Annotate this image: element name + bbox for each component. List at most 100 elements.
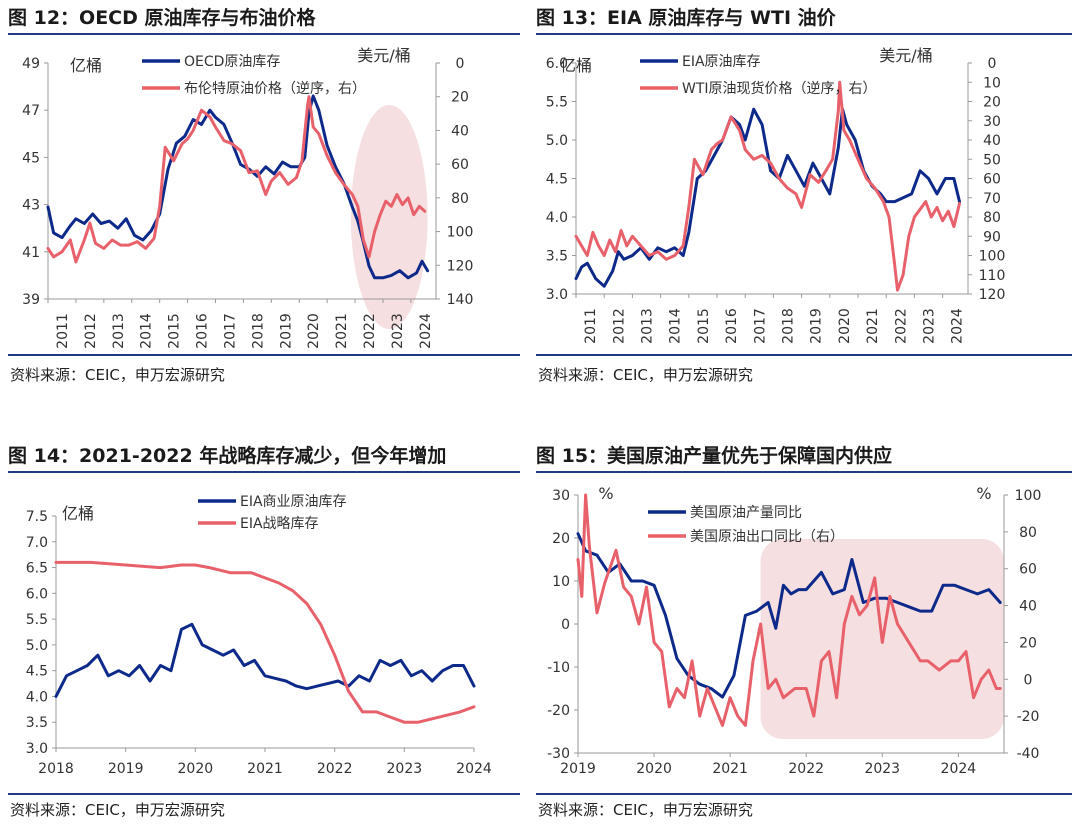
left-tick-label: 41: [22, 245, 40, 261]
legend-label: 美国原油产量同比: [690, 505, 802, 521]
right-tick-label: 10: [983, 75, 1001, 91]
right-tick-label: 40: [983, 133, 1001, 149]
figure-title: 图 12：OECD 原油库存与布油价格: [8, 7, 316, 29]
left-tick-label: 47: [22, 103, 40, 119]
title-rule: [8, 33, 520, 35]
right-unit-label: %: [976, 484, 991, 503]
right-tick-label: 120: [447, 258, 474, 274]
left-tick-label: 5.0: [26, 638, 48, 654]
legend-label: EIA战略库存: [240, 516, 319, 532]
x-tick-label: 2024: [418, 313, 434, 349]
left-tick-label: 30: [552, 488, 570, 504]
left-tick-label: 4.5: [546, 172, 568, 188]
x-tick-label: 2018: [250, 313, 266, 349]
right-tick-label: 40: [1019, 599, 1037, 615]
right-tick-label: 40: [451, 123, 469, 139]
series-line-2: [574, 80, 961, 292]
left-tick-label: -20: [547, 703, 570, 719]
x-tick-label: 2023: [864, 761, 900, 777]
x-tick-label: 2022: [893, 308, 909, 344]
x-tick-label: 2019: [809, 308, 825, 344]
series-line-1: [574, 107, 961, 288]
x-tick-label: 2020: [178, 761, 214, 777]
x-tick-label: 2023: [922, 308, 938, 344]
chart-svg: -30 -20 -10 0 10 20 30 -40 -20 0 20 40 60 80 100 2019 20…: [547, 484, 1042, 777]
legend-label: 美国原油出口同比（右）: [690, 529, 844, 545]
x-tick-label: 2013: [111, 313, 127, 349]
right-tick-label: -20: [1017, 709, 1040, 725]
left-tick-label: 3.0: [26, 741, 48, 757]
x-tick-label: 2013: [640, 308, 656, 344]
series-line-2: [576, 493, 1002, 727]
left-unit-label: 亿桶: [560, 56, 592, 75]
chart-panel-fig12: 图 12：OECD 原油库存与布油价格 39 41 43 45 47 49 0 20 40 60 8…: [8, 3, 520, 395]
right-tick-label: 100: [979, 249, 1006, 265]
x-tick-label: 2023: [390, 313, 406, 349]
x-tick-label: 2012: [611, 308, 627, 344]
chart-panel-fig15: 图 15：美国原油产量优先于保障国内供应 -30 -20 -10 0 10 20 30 -40…: [536, 441, 1072, 830]
left-tick-label: 5.5: [546, 95, 568, 111]
x-tick-label: 2024: [456, 761, 492, 777]
legend-label: 布伦特原油价格（逆序，右）: [184, 81, 366, 97]
x-tick-label: 2020: [837, 308, 853, 344]
left-unit-label: 亿桶: [62, 504, 94, 523]
right-unit-label: 美元/桶: [357, 46, 410, 65]
right-tick-label: 0: [456, 56, 465, 72]
chart-panel-fig14: 图 14：2021-2022 年战略库存减少，但今年增加 3.0 3.5 4.0 4.…: [8, 441, 520, 830]
right-tick-label: 20: [983, 95, 1001, 111]
right-tick-label: 20: [1019, 635, 1037, 651]
right-tick-label: 100: [1015, 488, 1042, 504]
highlight-ellipse: [350, 105, 428, 329]
right-unit-label: 美元/桶: [879, 46, 932, 65]
x-tick-label: 2024: [941, 761, 977, 777]
left-tick-label: 5.0: [546, 133, 568, 149]
left-tick-label: 45: [22, 150, 40, 166]
x-tick-label: 2011: [55, 313, 71, 349]
series-line-2: [54, 560, 476, 724]
right-tick-label: 70: [983, 191, 1001, 207]
right-tick-label: 100: [447, 225, 474, 241]
x-tick-label: 2023: [387, 761, 423, 777]
title-rule: [8, 471, 520, 473]
x-tick-label: 2018: [781, 308, 797, 344]
left-tick-label: 20: [552, 531, 570, 547]
right-tick-label: 20: [451, 90, 469, 106]
left-tick-label: 4.0: [546, 210, 568, 226]
x-tick-label: 2022: [788, 761, 824, 777]
right-tick-label: 60: [451, 157, 469, 173]
left-tick-label: 4.5: [26, 664, 48, 680]
right-tick-label: 80: [451, 191, 469, 207]
x-tick-label: 2021: [865, 308, 881, 344]
right-tick-label: -40: [1017, 746, 1040, 762]
left-tick-label: 3.0: [546, 287, 568, 303]
left-tick-label: 39: [22, 292, 40, 308]
x-tick-label: 2019: [278, 313, 294, 349]
x-tick-label: 2014: [139, 313, 155, 349]
x-tick-label: 2014: [668, 308, 684, 344]
x-tick-label: 2017: [222, 313, 238, 349]
figure-title: 图 15：美国原油产量优先于保障国内供应: [536, 445, 893, 467]
x-tick-label: 2019: [108, 761, 144, 777]
x-tick-label: 2020: [306, 313, 322, 349]
x-tick-label: 2022: [362, 313, 378, 349]
left-tick-label: 10: [552, 574, 570, 590]
chart-svg: 39 41 43 45 47 49 0 20 40 60 80 100 120 140 2011 2012 20…: [22, 46, 474, 349]
right-tick-label: 60: [983, 172, 1001, 188]
left-unit-label: %: [598, 484, 613, 503]
right-tick-label: 140: [447, 292, 474, 308]
legend-label: OECD原油库存: [184, 54, 280, 70]
left-tick-label: 5.5: [26, 612, 48, 628]
chart-svg: 3.0 3.5 4.0 4.5 5.0 5.5 6.0 6.5 7.0 7.5 2018 2019 20…: [26, 494, 492, 777]
series-line-1: [576, 532, 1002, 699]
left-tick-label: 6.5: [26, 561, 48, 577]
left-tick-label: 43: [22, 198, 40, 214]
figure-title: 图 13：EIA 原油库存与 WTI 油价: [536, 7, 836, 29]
series-line-1: [54, 622, 476, 698]
x-tick-label: 2017: [752, 308, 768, 344]
right-tick-label: 0: [1024, 672, 1033, 688]
source-note: 资料来源：CEIC，申万宏源研究: [10, 366, 225, 384]
left-tick-label: -30: [547, 746, 570, 762]
x-tick-label: 2012: [83, 313, 99, 349]
x-tick-label: 2021: [247, 761, 283, 777]
figure-title: 图 14：2021-2022 年战略库存减少，但今年增加: [8, 445, 447, 467]
